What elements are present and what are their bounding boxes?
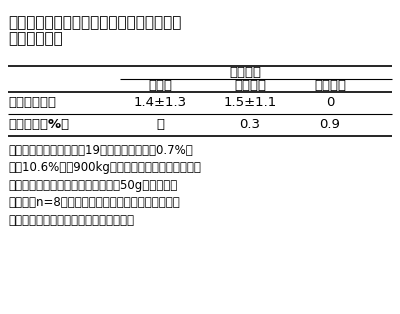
Text: 排出口からサンプリングしたダイズ50gに含まれる: 排出口からサンプリングしたダイズ50gに含まれる <box>8 179 177 192</box>
Text: 中国産小粒ダイズ（平成19年産、石豆混入率0.7%、: 中国産小粒ダイズ（平成19年産、石豆混入率0.7%、 <box>8 144 193 157</box>
Text: 1.4±1.3: 1.4±1.3 <box>134 96 186 110</box>
Text: 表２　石豆残存数を指標とした処理効果と: 表２ 石豆残存数を指標とした処理効果と <box>8 15 181 30</box>
Text: 石豆数（個）: 石豆数（個） <box>8 96 56 110</box>
Text: －: － <box>156 118 164 132</box>
Text: 0.9: 0.9 <box>320 118 340 132</box>
Text: 改良型網: 改良型網 <box>314 79 346 92</box>
Text: 1.5±1.1: 1.5±1.1 <box>223 96 277 110</box>
Text: 石豆数（n=8）。破砕粒率は、全量処理後に秤量し: 石豆数（n=8）。破砕粒率は、全量処理後に秤量し <box>8 197 180 209</box>
Text: 破砕粒発生率: 破砕粒発生率 <box>8 31 63 46</box>
Text: 従来型網: 従来型網 <box>234 79 266 92</box>
Text: 処理方法: 処理方法 <box>229 66 261 79</box>
Text: 水分10.6%）各900kgを処理し、処理中５分ごとに: 水分10.6%）各900kgを処理し、処理中５分ごとに <box>8 161 201 175</box>
Text: 0.3: 0.3 <box>240 118 260 132</box>
Text: 破砕粒率（%）: 破砕粒率（%） <box>8 118 69 132</box>
Text: 0: 0 <box>326 96 334 110</box>
Text: た破砕粒量の、処理量に対する百分率。: た破砕粒量の、処理量に対する百分率。 <box>8 214 134 227</box>
Text: 無処理: 無処理 <box>148 79 172 92</box>
